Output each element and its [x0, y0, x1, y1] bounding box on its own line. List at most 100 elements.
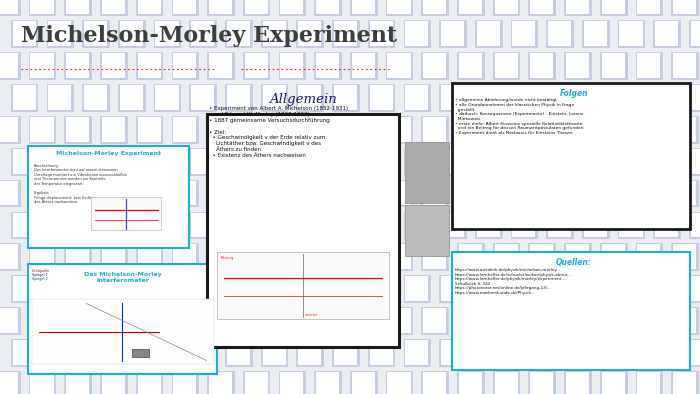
Bar [673, 244, 696, 269]
Bar [120, 85, 143, 110]
Bar [316, 308, 339, 333]
Bar [136, 0, 162, 15]
Bar [617, 212, 644, 238]
Bar [671, 116, 698, 143]
Bar [66, 53, 90, 78]
Bar [155, 21, 178, 46]
Bar [601, 117, 624, 142]
Bar [102, 372, 125, 394]
Bar [493, 180, 519, 206]
Bar [260, 275, 287, 302]
Bar [620, 277, 643, 301]
Bar [298, 21, 321, 46]
Bar [566, 308, 589, 333]
Bar [260, 339, 287, 366]
Bar [191, 277, 214, 301]
Bar [66, 308, 90, 333]
Bar [477, 340, 500, 365]
Bar [102, 180, 125, 206]
Bar [512, 21, 536, 46]
Bar [351, 372, 375, 394]
Bar [207, 243, 234, 270]
Bar [386, 180, 412, 206]
Bar [334, 85, 357, 110]
Bar [386, 243, 412, 270]
Bar [546, 212, 573, 238]
Bar [189, 148, 216, 175]
Bar [189, 275, 216, 302]
Bar [245, 53, 267, 78]
Bar [528, 116, 555, 143]
Bar [13, 85, 36, 110]
Bar [279, 0, 305, 15]
Text: Quellen:: Quellen: [556, 258, 592, 267]
Bar [334, 277, 357, 301]
Bar [217, 252, 388, 319]
Bar [102, 53, 125, 78]
Bar [225, 339, 252, 366]
Bar [243, 0, 270, 15]
Bar [118, 339, 144, 366]
Bar [617, 84, 644, 111]
Bar [174, 308, 196, 333]
Bar [584, 277, 607, 301]
Bar [689, 84, 700, 111]
Bar [405, 277, 428, 301]
Bar [314, 180, 341, 206]
Bar [280, 244, 304, 269]
Bar [245, 244, 267, 269]
Bar [245, 308, 267, 333]
Bar [207, 180, 234, 206]
Bar [46, 339, 73, 366]
Bar [243, 243, 270, 270]
Text: Michelson-Morley Experiment: Michelson-Morley Experiment [21, 25, 397, 47]
Bar [457, 52, 484, 79]
Text: Das Michelson-Morley
Interferometer: Das Michelson-Morley Interferometer [83, 272, 162, 282]
Bar [172, 0, 198, 15]
Bar [120, 213, 143, 237]
Bar [528, 371, 555, 394]
Bar [91, 197, 161, 230]
Bar [368, 339, 395, 366]
Bar [405, 142, 449, 203]
Bar [350, 371, 377, 394]
Bar [314, 0, 341, 15]
Bar [13, 340, 36, 365]
Bar [423, 308, 447, 333]
Bar [620, 149, 643, 173]
Bar [29, 0, 55, 15]
Bar [440, 339, 466, 366]
Bar [0, 0, 18, 14]
Bar [584, 213, 607, 237]
Bar [332, 275, 358, 302]
Bar [118, 275, 144, 302]
Bar [314, 243, 341, 270]
Bar [189, 339, 216, 366]
Bar [174, 53, 196, 78]
Bar [457, 307, 484, 334]
Bar [132, 349, 149, 357]
Bar [457, 0, 484, 15]
Bar [155, 277, 178, 301]
Bar [493, 371, 519, 394]
Bar [66, 0, 90, 14]
Bar [0, 307, 20, 334]
Bar [458, 244, 482, 269]
Bar [368, 148, 395, 175]
Bar [83, 212, 109, 238]
Text: Beschreibung
Das Interferometer wird auf einem steinernen
Unterlage montiert um : Beschreibung Das Interferometer wird auf… [34, 164, 127, 204]
Bar [31, 53, 53, 78]
Bar [174, 372, 196, 394]
Bar [136, 52, 162, 79]
Text: Messung: Messung [220, 256, 234, 260]
Bar [155, 340, 178, 365]
Bar [689, 148, 700, 175]
Bar [441, 21, 464, 46]
Bar [48, 277, 71, 301]
Bar [440, 148, 466, 175]
Bar [137, 117, 160, 142]
Bar [421, 307, 448, 334]
Bar [332, 339, 358, 366]
Bar [31, 372, 53, 394]
Bar [528, 243, 555, 270]
